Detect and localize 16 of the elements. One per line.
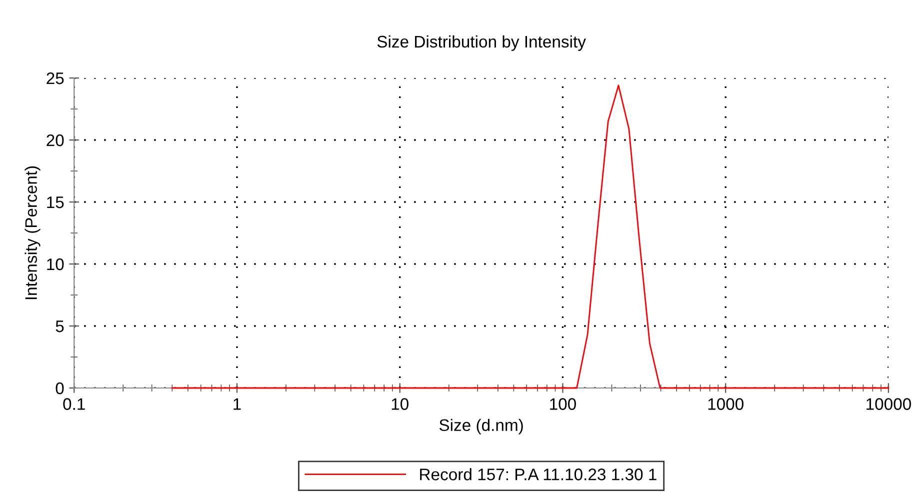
chart-title: Size Distribution by Intensity xyxy=(377,35,586,51)
y-tick-label: 5 xyxy=(56,320,64,332)
x-tick-label: 100 xyxy=(550,398,576,410)
x-tick-label: 0.1 xyxy=(63,398,85,410)
x-axis-title: Size (d.nm) xyxy=(439,418,523,434)
text: Record 157: P.A 11.10.23 1.30 1 xyxy=(420,468,656,480)
x-tick-label: 1 xyxy=(234,398,241,410)
y-axis-title: Intensity (Percent) xyxy=(24,166,40,300)
x-tick-label: 10 xyxy=(392,398,408,410)
y-tick-label: 25 xyxy=(46,72,64,84)
y-tick-label: 0 xyxy=(56,382,64,394)
x-tick-label: 1000 xyxy=(708,398,744,410)
y-tick-label: 20 xyxy=(46,134,64,146)
y-tick-label: 10 xyxy=(47,258,64,270)
y-tick-label: 15 xyxy=(47,196,64,208)
x-tick-label: 10000 xyxy=(866,398,911,410)
